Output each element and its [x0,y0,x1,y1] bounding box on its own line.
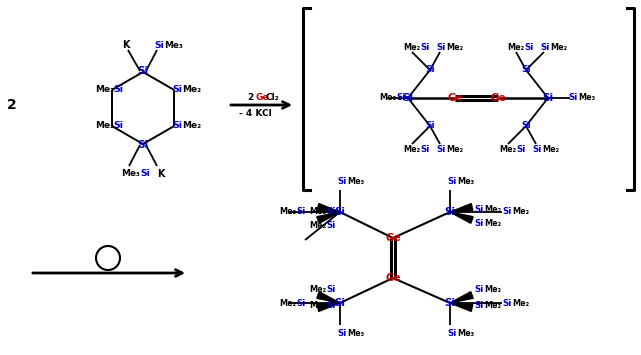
Text: Me₃: Me₃ [457,328,474,338]
Text: Ge: Ge [490,93,506,103]
Polygon shape [450,203,473,212]
Text: Si: Si [521,66,531,75]
Text: Me₂: Me₂ [279,208,296,217]
Polygon shape [317,212,340,223]
Text: Si: Si [326,284,335,294]
Text: Si: Si [436,144,445,153]
Polygon shape [317,303,340,311]
Text: Si: Si [137,66,149,76]
Text: Si: Si [474,219,483,229]
Polygon shape [450,303,473,311]
Text: Me₂: Me₂ [309,207,326,215]
Text: Si: Si [335,207,345,217]
Text: Me₃: Me₃ [347,178,364,186]
Text: Me₃: Me₃ [578,93,595,103]
Text: Si: Si [568,93,578,103]
Text: Si: Si [425,66,435,75]
Text: Me₃: Me₃ [121,169,140,179]
Text: 2: 2 [7,98,17,112]
Text: Si: Si [172,121,182,131]
Text: Si: Si [326,207,335,215]
Text: Si: Si [542,93,554,103]
Text: Me₂: Me₂ [403,144,420,153]
Text: Me₂: Me₂ [484,204,501,213]
Text: Si: Si [140,169,150,179]
Text: Si: Si [396,93,405,103]
Text: Si: Si [335,298,345,308]
Text: Si: Si [474,204,483,213]
Text: Me₃: Me₃ [379,93,396,103]
Text: Si: Si [444,298,456,308]
Text: Me₂: Me₂ [446,43,463,51]
Text: 2: 2 [248,93,258,103]
Text: Si: Si [172,86,182,94]
Text: Cl₂: Cl₂ [265,93,279,103]
Text: - 4 KCl: - 4 KCl [238,109,271,118]
Text: Ge: Ge [447,93,463,103]
Text: Me₂: Me₂ [309,301,326,311]
Text: Si: Si [532,144,541,153]
Text: Me₂: Me₂ [484,301,501,311]
Text: Me₃: Me₃ [347,328,364,338]
Text: Si: Si [114,121,124,131]
Text: Si: Si [154,40,164,49]
Text: Me₂: Me₂ [499,144,516,153]
Text: Si: Si [447,178,456,186]
Polygon shape [450,212,473,223]
Text: Si: Si [474,301,483,311]
Text: Si: Si [420,43,429,51]
Text: Si: Si [337,178,346,186]
Text: Me₂: Me₂ [484,219,501,229]
Text: Me₃: Me₃ [164,40,183,49]
Text: Si: Si [502,208,512,217]
Text: Si: Si [516,144,525,153]
Polygon shape [317,292,340,303]
Text: Si: Si [436,43,445,51]
Text: Me₂: Me₂ [309,284,326,294]
Text: Me₂: Me₂ [182,121,201,131]
Text: Si: Si [425,121,435,131]
Text: K: K [157,169,165,179]
Text: Me₂: Me₂ [403,43,420,51]
Text: Me₂: Me₂ [279,299,296,307]
Text: Me₂: Me₂ [182,86,201,94]
Text: Si: Si [540,43,549,51]
Text: Si: Si [521,121,531,131]
Text: Si: Si [137,140,149,150]
Text: Me₂: Me₂ [542,144,559,153]
Polygon shape [317,203,340,212]
Text: Si: Si [114,86,124,94]
Text: Me₃: Me₃ [457,178,474,186]
Text: Me₂: Me₂ [512,299,529,307]
Text: Si: Si [420,144,429,153]
Text: Si: Si [502,299,512,307]
Text: Ge: Ge [385,273,401,283]
Text: Si: Si [296,299,305,307]
Text: Me₂: Me₂ [95,86,114,94]
Text: Si: Si [403,93,413,103]
Text: Si: Si [296,208,305,217]
Text: Ge: Ge [385,233,401,243]
Text: Si: Si [444,207,456,217]
Text: Me₂: Me₂ [309,222,326,230]
Text: Me₂: Me₂ [512,208,529,217]
Text: K: K [122,40,129,50]
Text: Me₂: Me₂ [95,121,114,131]
Text: Si: Si [337,328,346,338]
Text: Me₂: Me₂ [484,284,501,294]
Text: Si: Si [447,328,456,338]
Text: Si: Si [326,301,335,311]
Text: Me₂: Me₂ [446,144,463,153]
Text: Me₂: Me₂ [550,43,567,51]
Text: Si: Si [326,222,335,230]
Polygon shape [450,292,473,303]
Text: Si: Si [524,43,533,51]
Text: Ge: Ge [255,93,269,103]
Text: Si: Si [474,284,483,294]
Text: Me₂: Me₂ [507,43,524,51]
